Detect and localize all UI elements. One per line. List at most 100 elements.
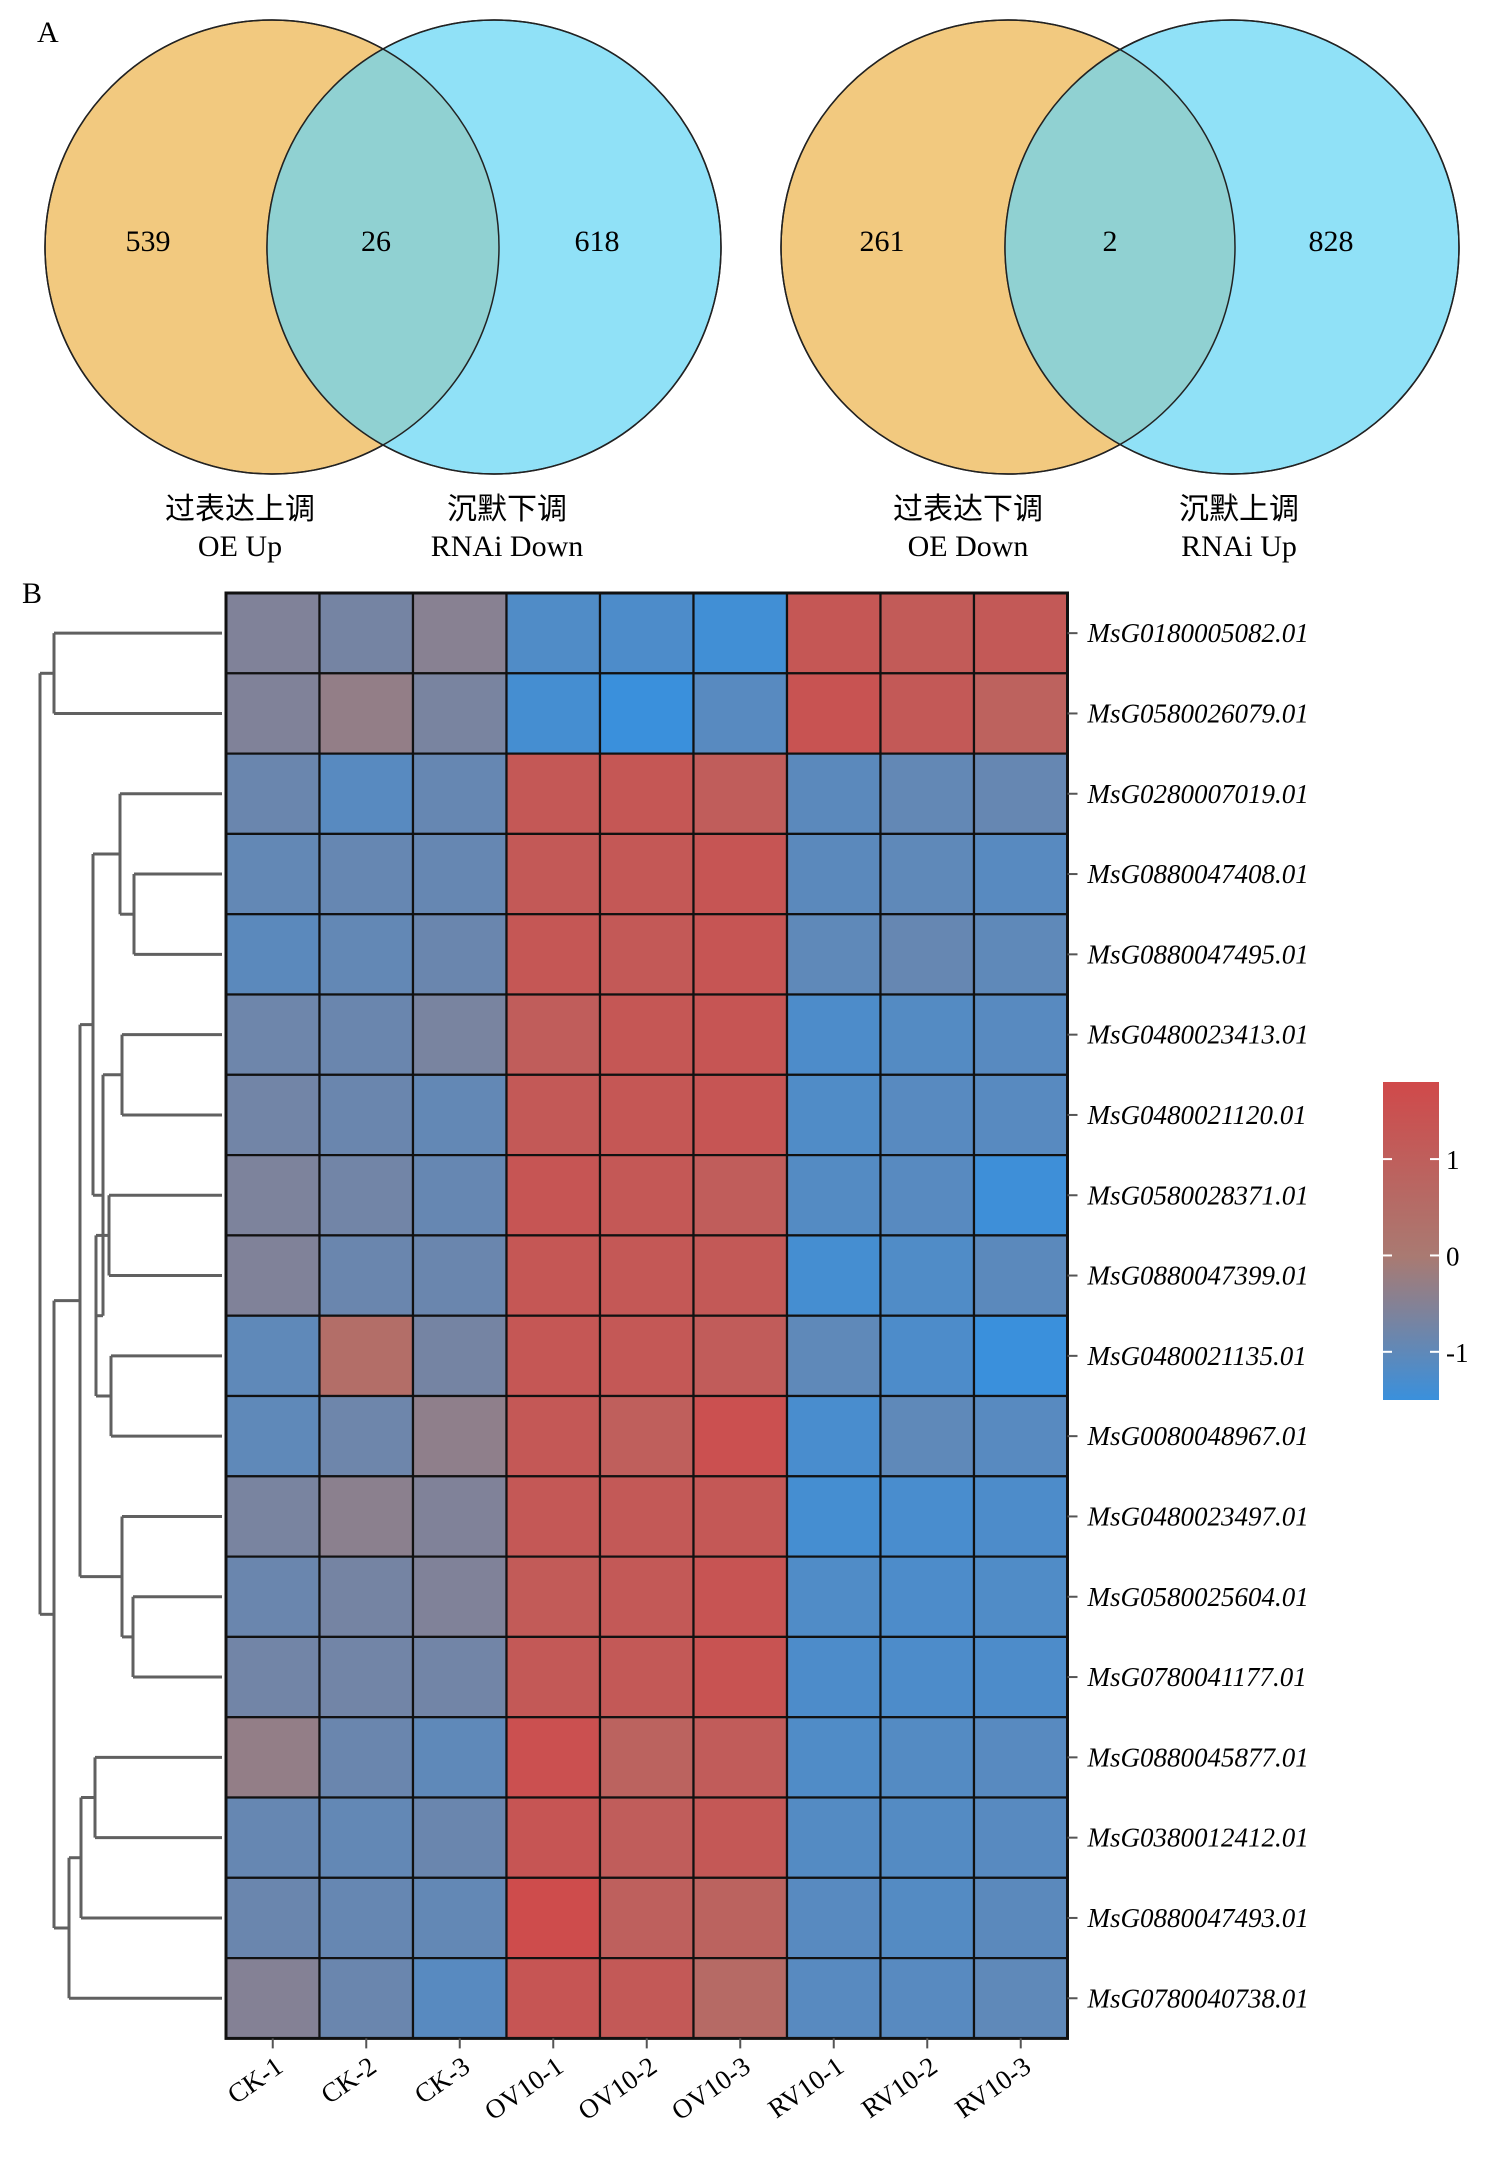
heatmap-cell [411,1073,508,1157]
heatmap-cell [224,1876,321,1960]
heatmap-cell [411,1153,508,1237]
heatmap-cells [224,591,1069,2040]
venn-left-label-cn: 过表达下调 [893,493,1043,526]
heatmap-cell [598,1635,695,1719]
heatmap-cell [692,1796,789,1879]
gene-label: MsG0580028371.01 [1087,1180,1309,1210]
heatmap-cell [598,1394,695,1478]
heatmap-cell [972,1394,1069,1478]
heatmap-cell [785,832,882,916]
heatmap-cell [785,993,882,1076]
heatmap-cell [224,1716,321,1799]
colorbar-tick-label: 0 [1446,1241,1460,1271]
heatmap-cell [318,752,415,835]
heatmap-cell [411,913,508,996]
heatmap-cell [692,1073,789,1157]
heatmap-cell [692,993,789,1076]
sample-label: CK-1 [222,2051,288,2110]
heatmap-cell [972,832,1069,916]
heatmap-cell [785,1635,882,1719]
heatmap-cell [692,752,789,835]
heatmap-cell [224,1635,321,1719]
heatmap-cell [318,993,415,1076]
heatmap-cell [224,752,321,835]
gene-label: MsG0480021135.01 [1087,1341,1307,1371]
gene-label: MsG0080048967.01 [1087,1421,1309,1451]
heatmap-cell [411,1796,508,1879]
heatmap-cell [411,1555,508,1638]
heatmap-cell [505,1956,602,2040]
colorbar-tick-label: -1 [1446,1338,1469,1368]
venn-left-label-cn: 过表达上调 [165,493,315,526]
heatmap-cell [972,1153,1069,1237]
heatmap-cell [598,1716,695,1799]
gene-label: MsG0780040738.01 [1087,1983,1309,2013]
heatmap-cell [505,672,602,755]
heatmap-cell [411,832,508,916]
heatmap-cell [972,1475,1069,1558]
gene-label: MsG0880047495.01 [1087,939,1309,969]
heatmap-cell [318,1956,415,2040]
venn-overlap-count: 26 [361,225,391,258]
heatmap-cell [972,1555,1069,1638]
gene-label: MsG0880047408.01 [1087,859,1309,889]
venn-right-label-en: RNAi Up [1181,530,1297,563]
heatmap-cell [224,993,321,1076]
heatmap-cell [879,591,976,675]
heatmap-cell [318,1475,415,1558]
heatmap-cell [879,752,976,835]
heatmap-cell [411,752,508,835]
heatmap-cell [879,1314,976,1398]
heatmap-cell [692,1876,789,1960]
heatmap-cell [785,913,882,996]
heatmap-cell [318,1716,415,1799]
heatmap-cell [879,1475,976,1558]
column-labels: CK-1 CK-2 CK-3 OV10-1 OV10-2 OV10-3 RV10-1 RV10… [222,2038,1036,2126]
row-labels: MsG0180005082.01 MsG0580026079.01 MsG02800… [1067,618,1309,2013]
heatmap-cell [411,672,508,755]
heatmap-cell [318,591,415,675]
colorbar: 1 0 -1 [1383,1082,1469,1400]
heatmap-cell [692,1635,789,1719]
heatmap-cell [972,1796,1069,1879]
heatmap-cell [411,1234,508,1317]
venn-overlap [1005,20,1235,474]
heatmap-cell [879,1796,976,1879]
heatmap-cell [785,1956,882,2040]
heatmap-cell [224,1394,321,1478]
gene-label: MsG0880045877.01 [1087,1742,1309,1772]
venn-diagram-down: 261 2 828 过表达下调 OE Down 沉默上调 RNAi Up [780,19,1460,563]
heatmap-cell [598,1073,695,1157]
heatmap-cell [224,1475,321,1558]
heatmap-cell [411,1394,508,1478]
heatmap-cell [972,1876,1069,1960]
gene-label: MsG0880047399.01 [1087,1261,1309,1291]
heatmap-cell [598,913,695,996]
heatmap-cell [879,1555,976,1638]
sample-label: OV10-3 [666,2051,756,2126]
heatmap-cell [972,1716,1069,1799]
heatmap-cell [879,1716,976,1799]
heatmap-cell [598,1796,695,1879]
heatmap-cell [879,1234,976,1317]
sample-label: RV10-2 [856,2051,943,2124]
heatmap-cell [972,1073,1069,1157]
heatmap-cell [598,591,695,675]
heatmap-cell [505,1153,602,1237]
heatmap-cell [318,1394,415,1478]
heatmap-cell [224,672,321,755]
heatmap-cell [224,1234,321,1317]
heatmap-cell [318,1073,415,1157]
heatmap-cell [224,1956,321,2040]
heatmap-cell [879,832,976,916]
heatmap-cell [318,1314,415,1398]
venn-right-label-cn: 沉默下调 [447,493,567,526]
heatmap-cell [598,1876,695,1960]
heatmap-cell [972,591,1069,675]
heatmap-cell [224,1073,321,1157]
heatmap-cell [505,752,602,835]
heatmap-cell [505,1394,602,1478]
heatmap-cell [411,1314,508,1398]
heatmap-cell [318,913,415,996]
